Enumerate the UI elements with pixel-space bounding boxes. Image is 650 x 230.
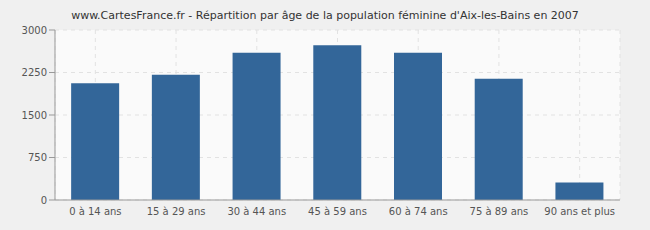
svg-text:15 à 29 ans: 15 à 29 ans: [147, 206, 206, 217]
svg-text:2250: 2250: [22, 67, 47, 78]
svg-text:3000: 3000: [22, 25, 47, 36]
svg-text:60 à 74 ans: 60 à 74 ans: [389, 206, 448, 217]
svg-text:45 à 59 ans: 45 à 59 ans: [308, 206, 367, 217]
svg-text:90 ans et plus: 90 ans et plus: [544, 206, 615, 217]
svg-text:1500: 1500: [22, 110, 47, 121]
svg-text:75 à 89 ans: 75 à 89 ans: [470, 206, 529, 217]
svg-text:30 à 44 ans: 30 à 44 ans: [227, 206, 286, 217]
svg-text:0: 0: [41, 195, 47, 206]
svg-text:750: 750: [28, 152, 47, 163]
svg-text:0 à 14 ans: 0 à 14 ans: [69, 206, 121, 217]
html-text:www.CartesFrance.fr - Répartit: www.CartesFrance.fr - Répartition par âg…: [71, 9, 579, 22]
